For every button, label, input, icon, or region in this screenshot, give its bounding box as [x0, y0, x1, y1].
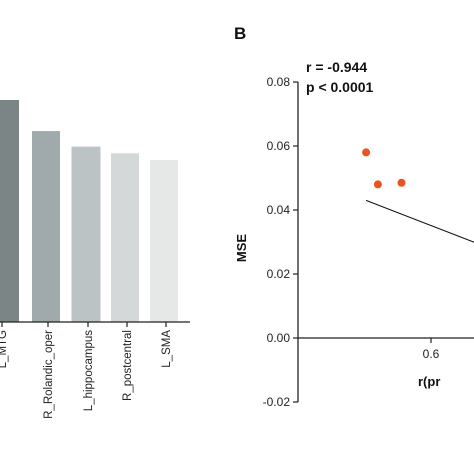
bar [0, 100, 19, 322]
scatter-point [373, 180, 382, 189]
scatter-point [397, 178, 406, 187]
bar-category-label: R_postcentral [122, 330, 134, 401]
y-axis-title: MSE [234, 234, 249, 263]
annotation-r: r = -0.944 [306, 59, 367, 75]
y-tick-label: 0.02 [267, 267, 291, 281]
scatter-chart-panel: B r = -0.944 p < 0.0001 MSE r(pr -0.02 0.… [234, 24, 474, 409]
panel-label-b: B [234, 24, 246, 43]
y-tick-label: 0.04 [267, 203, 291, 217]
bar-category-label: R_Rolandic_oper [43, 330, 55, 419]
scatter-point [362, 148, 371, 157]
bar-category-label: L_hippocampus [83, 330, 95, 411]
bar-category-label: L_MTG [0, 330, 9, 368]
regression-line [365, 199, 474, 243]
y-tick-label: -0.02 [263, 395, 291, 409]
y-tick-label: 0.00 [267, 331, 291, 345]
x-tick-label: 0.6 [423, 347, 440, 361]
annotation-p: p < 0.0001 [306, 79, 374, 95]
bar [150, 159, 178, 322]
y-tick-label: 0.06 [267, 139, 291, 153]
bar [71, 146, 101, 322]
bar-category-label: L_SMA [161, 330, 173, 368]
bar-chart-panel: L_MTG R_Rolandic_oper L_hippocampus R_postc… [0, 100, 190, 419]
y-tick-label: 0.08 [267, 75, 291, 89]
x-axis-title: r(pr [418, 374, 440, 389]
bar [32, 131, 60, 322]
bar [111, 153, 139, 322]
